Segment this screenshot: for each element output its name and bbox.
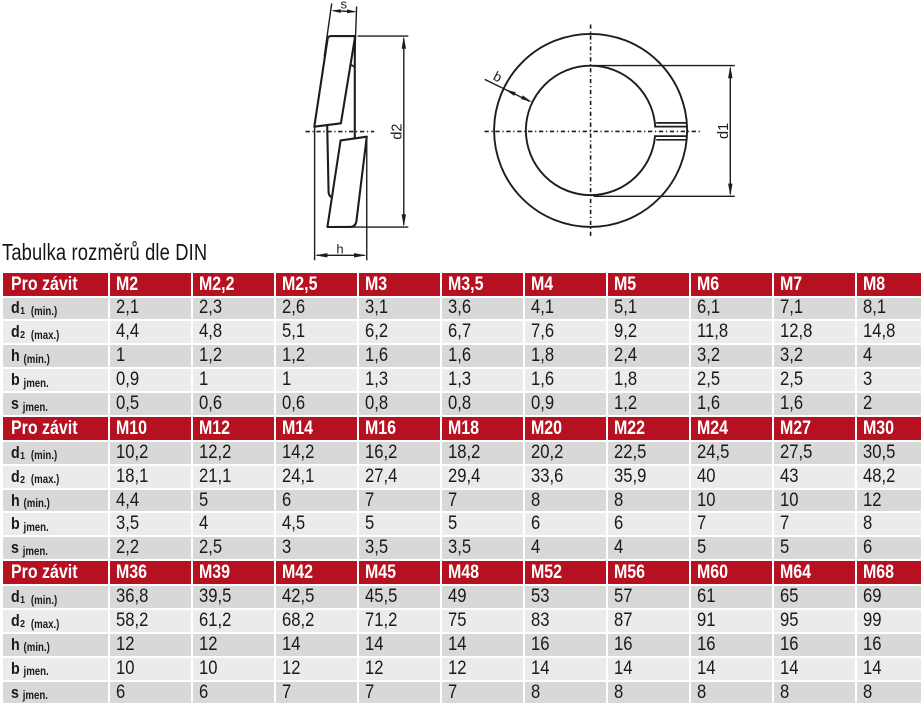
svg-text:d1: d1 — [716, 123, 732, 139]
svg-text:s: s — [341, 0, 348, 11]
svg-text:d2: d2 — [390, 124, 406, 140]
svg-text:b: b — [491, 68, 505, 85]
svg-text:h: h — [336, 241, 343, 256]
